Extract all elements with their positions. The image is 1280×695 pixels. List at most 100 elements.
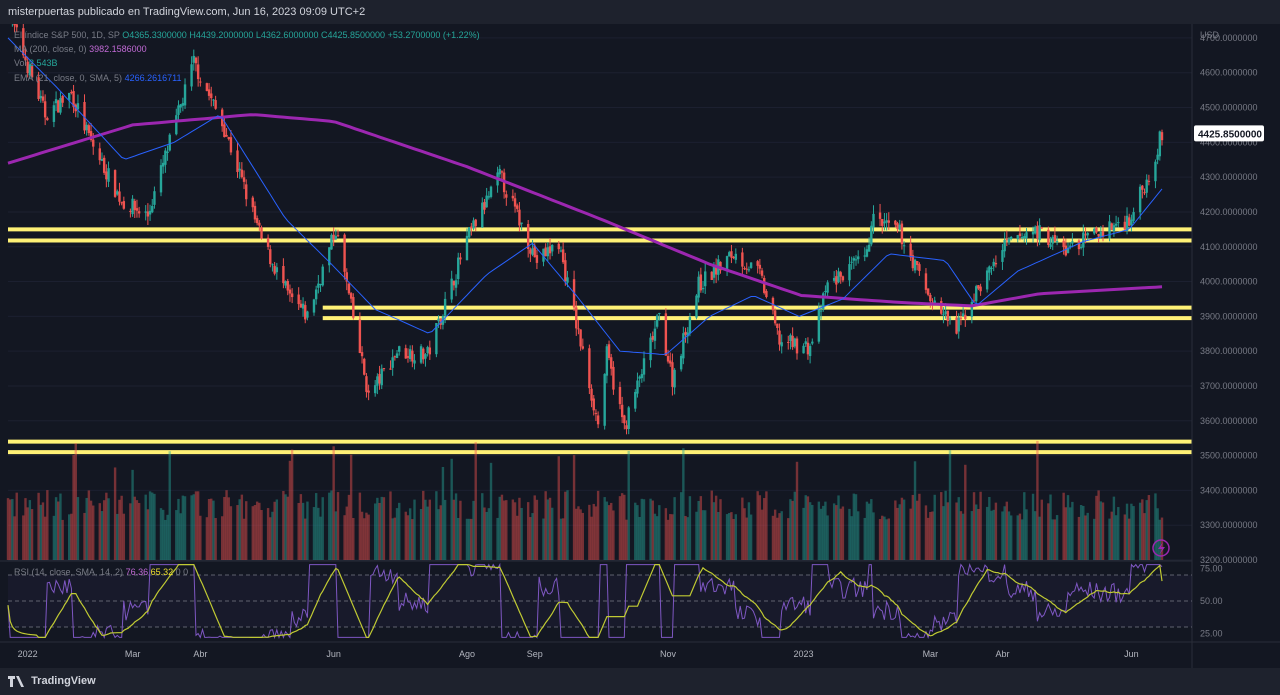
candle-body xyxy=(732,256,735,259)
candle-body xyxy=(787,341,790,343)
candle-body xyxy=(330,234,333,250)
candle-body xyxy=(605,346,609,376)
candle-body xyxy=(30,66,34,78)
candle-body xyxy=(107,168,110,182)
volume-bar xyxy=(1051,519,1054,560)
legend-ma-value: 3982.1586000 xyxy=(89,44,147,54)
volume-bar xyxy=(496,517,499,560)
candle-body xyxy=(865,249,869,257)
candle-body xyxy=(548,246,552,254)
volume-bar xyxy=(168,451,171,560)
candle-body xyxy=(419,346,423,363)
replay-icon[interactable] xyxy=(1152,539,1170,557)
volume-bar xyxy=(153,493,156,560)
volume-bar xyxy=(579,509,582,560)
volume-bar xyxy=(942,506,945,560)
candle-body xyxy=(1020,236,1024,239)
candle-body xyxy=(559,250,563,252)
candle-body xyxy=(15,24,18,28)
legend-change: +53.2700000 (+1.22%) xyxy=(387,30,480,40)
candle-body xyxy=(196,64,200,80)
candle-body xyxy=(1047,229,1050,246)
volume-bar xyxy=(848,508,851,560)
volume-bar xyxy=(728,512,731,560)
rsi-tick-label: 50.00 xyxy=(1200,596,1223,606)
volume-bar xyxy=(988,496,991,560)
candle-body xyxy=(634,391,637,409)
volume-bar xyxy=(1097,490,1100,560)
time-axis[interactable]: 2022 Mar Abr Jun Ago Sep Nov 2023 Mar Abr Jun xyxy=(0,641,1280,659)
candle-body xyxy=(159,165,163,193)
volume-bar xyxy=(1018,513,1022,560)
candle-body xyxy=(312,299,316,313)
candle-body xyxy=(699,274,703,291)
volume-bar xyxy=(129,503,132,560)
volume-bar xyxy=(373,503,377,560)
candle-body xyxy=(679,355,683,370)
volume-bar xyxy=(734,514,738,560)
volume-bar xyxy=(297,502,300,560)
volume-bar xyxy=(1064,507,1068,560)
candle-body xyxy=(439,318,442,325)
candle-body xyxy=(85,124,88,131)
volume-bar xyxy=(41,502,45,560)
candle-body xyxy=(1066,247,1070,254)
candle-body xyxy=(1049,244,1052,247)
candle-body xyxy=(223,124,226,138)
candle-body xyxy=(916,261,919,266)
candle-body xyxy=(789,334,792,341)
candle-body xyxy=(575,307,578,329)
volume-bar xyxy=(144,494,147,560)
candle-body xyxy=(972,300,976,302)
volume-bar xyxy=(909,508,912,560)
legend-ema-value: 4266.2616711 xyxy=(124,73,182,83)
volume-bar xyxy=(102,500,106,560)
volume-bar xyxy=(972,492,976,560)
price-tick-label: 3400.0000000 xyxy=(1200,485,1258,495)
candle-body xyxy=(516,205,519,209)
time-tick-label: Ago xyxy=(459,649,475,659)
volume-bar xyxy=(1110,511,1113,560)
volume-bar xyxy=(269,517,272,560)
candle-body xyxy=(251,197,254,208)
candle-body xyxy=(942,314,945,316)
candle-body xyxy=(273,265,276,274)
volume-bar xyxy=(854,494,858,560)
legend-rsi-label: RSI (14, close, SMA, 14, 2) xyxy=(14,567,124,577)
candle-body xyxy=(347,283,351,294)
volume-bar xyxy=(1082,505,1085,560)
candle-body xyxy=(1145,179,1148,193)
candle-body xyxy=(505,194,508,198)
volume-bar xyxy=(542,518,545,560)
volume-bar xyxy=(345,506,348,560)
volume-bar xyxy=(955,502,958,560)
price-tick-label: 3500.0000000 xyxy=(1200,451,1258,461)
candle-body xyxy=(175,115,178,135)
volume-bar xyxy=(596,490,600,560)
candle-body xyxy=(566,277,569,283)
candle-body xyxy=(210,93,213,99)
candle-body xyxy=(887,220,890,223)
candle-body xyxy=(546,247,550,257)
volume-bar xyxy=(900,497,904,560)
candle-body xyxy=(852,258,856,261)
candle-body xyxy=(100,158,104,161)
candle-body xyxy=(24,56,27,61)
candle-body xyxy=(498,168,501,175)
candle-body xyxy=(284,281,287,286)
volume-bar xyxy=(253,505,257,560)
volume-bar xyxy=(878,519,882,560)
candle-body xyxy=(883,221,886,224)
candle-body xyxy=(642,358,646,375)
candle-body xyxy=(808,345,812,357)
candle-body xyxy=(137,211,141,214)
volume-bar xyxy=(1005,501,1009,560)
time-tick-label: Jun xyxy=(326,649,341,659)
volume-bar xyxy=(332,446,335,560)
candle-body xyxy=(404,348,407,359)
candle-body xyxy=(658,313,661,315)
volume-bar xyxy=(199,515,202,560)
volume-bar xyxy=(37,492,40,560)
